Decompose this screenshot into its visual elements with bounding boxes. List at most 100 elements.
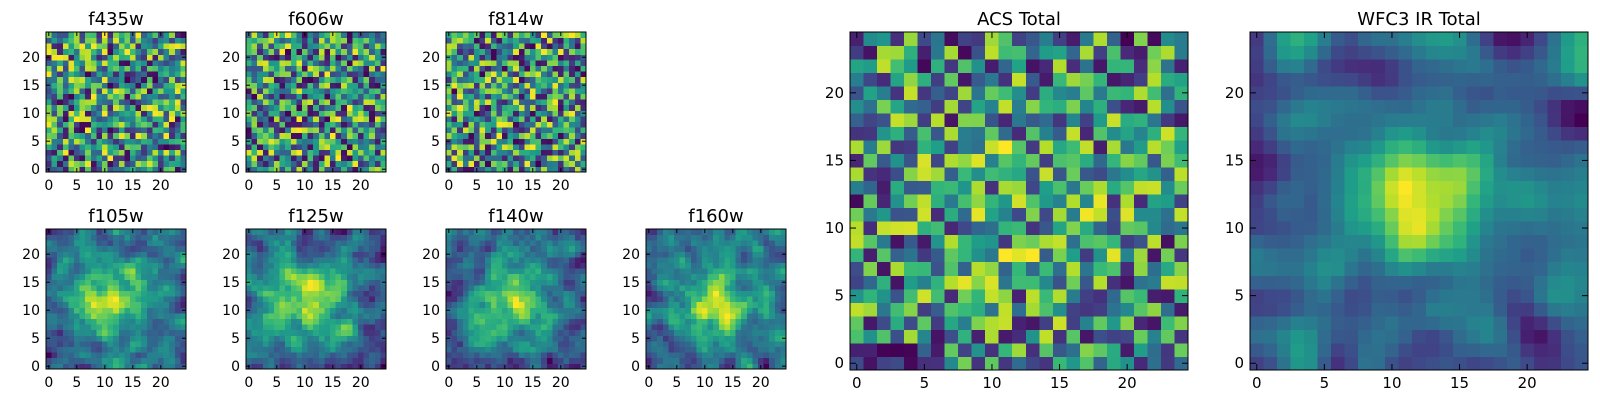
heatmap-cell	[735, 335, 742, 342]
y-tick-label: 0	[31, 162, 40, 178]
heatmap-cell	[496, 65, 503, 72]
heatmap-cell	[113, 234, 120, 241]
heatmap-cell	[944, 288, 959, 303]
heatmap-cell	[113, 32, 120, 38]
heatmap-cell	[1039, 221, 1054, 236]
heatmap-cell	[530, 357, 536, 364]
heatmap-cell	[535, 229, 542, 235]
heatmap-cell	[374, 262, 381, 269]
heatmap-cell	[324, 37, 331, 44]
heatmap-cell	[646, 285, 652, 291]
heatmap-cell	[780, 290, 787, 297]
heatmap-cell	[102, 104, 108, 111]
heatmap-cell	[535, 363, 542, 370]
heatmap-cell	[124, 166, 131, 173]
heatmap-cell	[262, 352, 269, 359]
heatmap-cell	[651, 268, 658, 275]
heatmap-cell	[46, 160, 52, 167]
heatmap-cell	[341, 37, 348, 44]
x-tick-label: 20	[552, 375, 570, 391]
heatmap-cell	[774, 357, 781, 364]
heatmap-cell	[462, 121, 469, 128]
heatmap-cell	[479, 37, 486, 44]
heatmap-cell	[1106, 180, 1121, 195]
heatmap-cell	[163, 99, 170, 106]
heatmap-cell	[96, 341, 103, 347]
heatmap-cell	[341, 144, 348, 150]
heatmap-cell	[518, 93, 525, 100]
heatmap-cell	[502, 301, 508, 308]
heatmap-cell	[574, 324, 581, 331]
heatmap-cell	[369, 32, 376, 38]
heatmap-cell	[490, 71, 497, 78]
heatmap-cell	[863, 315, 878, 330]
heatmap-cell	[57, 132, 64, 139]
heatmap-cell	[451, 116, 458, 122]
heatmap-cell	[541, 363, 548, 370]
heatmap-cell	[341, 262, 348, 269]
heatmap-cell	[558, 82, 564, 89]
heatmap-cell	[135, 324, 142, 331]
x-tick-label: 5	[472, 375, 481, 391]
heatmap-cell	[318, 71, 325, 78]
heatmap-cell	[335, 346, 342, 353]
heatmap-cell	[730, 257, 736, 263]
heatmap-cell	[674, 313, 680, 319]
heatmap-cell	[730, 341, 736, 347]
heatmap-cell	[574, 318, 581, 325]
heatmap-cell	[552, 240, 559, 247]
heatmap-cell	[174, 262, 181, 269]
heatmap-cell	[1052, 275, 1067, 290]
heatmap-cell	[257, 273, 264, 280]
heatmap-cell	[569, 245, 576, 252]
heatmap-cell	[96, 138, 103, 145]
heatmap-cell	[718, 352, 725, 359]
heatmap-cell	[380, 155, 387, 162]
heatmap-cell	[690, 307, 697, 314]
heatmap-cell	[718, 279, 725, 286]
heatmap-cell	[369, 155, 376, 162]
heatmap-cell	[180, 93, 187, 100]
heatmap-cell	[79, 262, 86, 269]
x-tick-label: 5	[472, 178, 481, 194]
heatmap-cell	[468, 324, 475, 331]
heatmap-cell	[998, 194, 1013, 209]
heatmap-cell	[490, 234, 497, 241]
heatmap-cell	[352, 144, 359, 150]
heatmap-cell	[113, 313, 120, 319]
heatmap-cell	[363, 301, 370, 308]
heatmap-cell	[118, 268, 125, 275]
heatmap-cell	[530, 76, 536, 83]
heatmap-cell	[341, 279, 348, 286]
heatmap-cell	[474, 341, 480, 347]
heatmap-cell	[358, 313, 364, 319]
heatmap-cell	[931, 221, 946, 236]
heatmap-cell	[518, 234, 525, 241]
heatmap-cell	[251, 335, 258, 342]
heatmap-cell	[51, 341, 58, 347]
heatmap-cell	[735, 318, 742, 325]
heatmap-cell	[268, 132, 275, 139]
heatmap-cell	[685, 279, 692, 286]
heatmap-cell	[502, 357, 508, 364]
heatmap-cell	[741, 251, 748, 258]
heatmap-cell	[274, 357, 280, 364]
heatmap-cell	[752, 296, 759, 303]
heatmap-cell	[718, 273, 725, 280]
heatmap-cell	[496, 138, 503, 145]
heatmap-cell	[363, 307, 370, 314]
heatmap-cell	[130, 307, 136, 314]
heatmap-cell	[485, 229, 492, 235]
heatmap-cell	[451, 329, 458, 336]
heatmap-cell	[546, 301, 553, 308]
heatmap-cell	[79, 285, 86, 291]
heatmap-cell	[285, 346, 292, 353]
heatmap-cell	[374, 82, 381, 89]
heatmap-cell	[479, 313, 486, 319]
heatmap-cell	[474, 93, 480, 100]
heatmap-cell	[662, 251, 669, 258]
heatmap-cell	[741, 290, 748, 297]
heatmap-cell	[462, 285, 469, 291]
heatmap-cell	[1106, 356, 1121, 371]
heatmap-cell	[1012, 221, 1027, 236]
